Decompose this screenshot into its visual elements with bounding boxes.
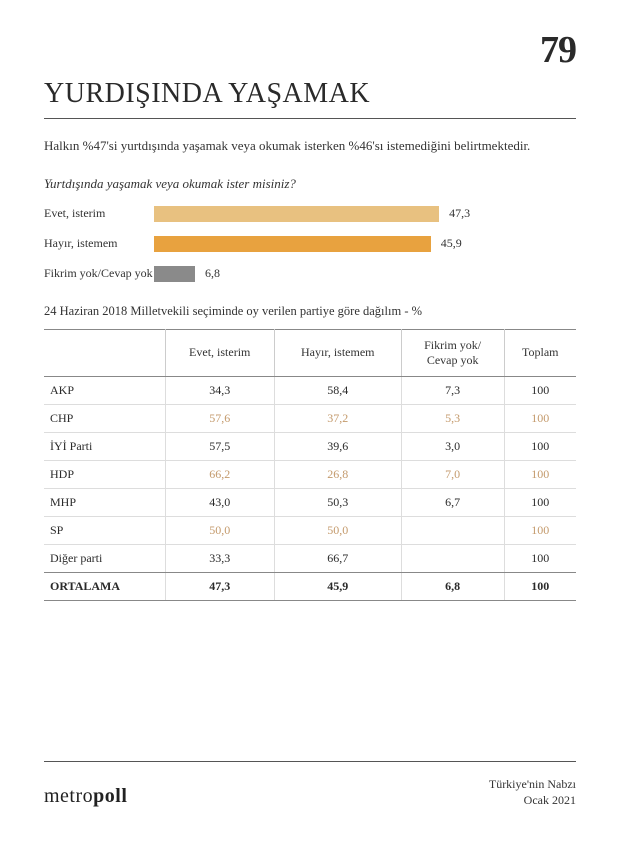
table-cell: 43,0 xyxy=(165,488,274,516)
table-cell: 50,0 xyxy=(165,516,274,544)
table-cell: MHP xyxy=(44,488,165,516)
footer-right: Türkiye'nin Nabzı Ocak 2021 xyxy=(489,776,576,808)
table-cell: 39,6 xyxy=(274,432,401,460)
table-cell: 100 xyxy=(504,544,576,572)
page-title: YURDIŞINDA YAŞAMAK xyxy=(44,78,576,110)
table-cell: 37,2 xyxy=(274,404,401,432)
table-row: AKP34,358,47,3100 xyxy=(44,376,576,404)
bar-fill xyxy=(154,236,431,252)
table-caption: 24 Haziran 2018 Milletvekili seçiminde o… xyxy=(44,304,576,319)
table-row: CHP57,637,25,3100 xyxy=(44,404,576,432)
chart-question: Yurtdışında yaşamak veya okumak ister mi… xyxy=(44,176,576,192)
table-cell: 34,3 xyxy=(165,376,274,404)
table-cell: 3,0 xyxy=(401,432,504,460)
table-cell: 100 xyxy=(504,516,576,544)
table-header-cell: Fikrim yok/ Cevap yok xyxy=(401,329,504,376)
bar-label: Hayır, istemem xyxy=(44,236,154,251)
table-cell xyxy=(401,544,504,572)
table-cell: İYİ Parti xyxy=(44,432,165,460)
page-number: 79 xyxy=(540,28,576,72)
table-header-cell: Evet, isterim xyxy=(165,329,274,376)
table-cell: 6,8 xyxy=(401,572,504,600)
footer-rule xyxy=(44,761,576,762)
table-cell: 100 xyxy=(504,572,576,600)
table-row: MHP43,050,36,7100 xyxy=(44,488,576,516)
table-header-cell: Toplam xyxy=(504,329,576,376)
bar-label: Fikrim yok/Cevap yok xyxy=(44,266,154,281)
bar-row: Evet, isterim 47,3 xyxy=(44,206,576,222)
table-average-row: ORTALAMA47,345,96,8100 xyxy=(44,572,576,600)
bar-label: Evet, isterim xyxy=(44,206,154,221)
table-row: HDP66,226,87,0100 xyxy=(44,460,576,488)
table-cell: HDP xyxy=(44,460,165,488)
table-header-cell: Hayır, istemem xyxy=(274,329,401,376)
table-cell: ORTALAMA xyxy=(44,572,165,600)
footer: metropoll Türkiye'nin Nabzı Ocak 2021 xyxy=(44,776,576,808)
table-cell: SP xyxy=(44,516,165,544)
table-row: SP50,050,0100 xyxy=(44,516,576,544)
bar-row: Fikrim yok/Cevap yok 6,8 xyxy=(44,266,576,282)
brand-light: metro xyxy=(44,785,93,807)
table-cell: 50,3 xyxy=(274,488,401,516)
table-cell: 57,5 xyxy=(165,432,274,460)
table-cell: 6,7 xyxy=(401,488,504,516)
brand-bold: poll xyxy=(93,785,127,807)
table-cell: 66,2 xyxy=(165,460,274,488)
party-table: Evet, isterimHayır, istememFikrim yok/ C… xyxy=(44,329,576,601)
bar-track: 6,8 xyxy=(154,266,576,282)
table-cell: 100 xyxy=(504,488,576,516)
table-cell: 26,8 xyxy=(274,460,401,488)
bar-track: 45,9 xyxy=(154,236,576,252)
footer-line2: Ocak 2021 xyxy=(489,792,576,808)
table-cell xyxy=(401,516,504,544)
table-cell: CHP xyxy=(44,404,165,432)
bar-fill xyxy=(154,206,439,222)
table-header-cell xyxy=(44,329,165,376)
table-cell: Diğer parti xyxy=(44,544,165,572)
bar-track: 47,3 xyxy=(154,206,576,222)
bar-fill xyxy=(154,266,195,282)
table-cell: 7,0 xyxy=(401,460,504,488)
brand-logo: metropoll xyxy=(44,785,127,808)
table-row: İYİ Parti57,539,63,0100 xyxy=(44,432,576,460)
table-cell: 47,3 xyxy=(165,572,274,600)
table-cell: AKP xyxy=(44,376,165,404)
table-cell: 5,3 xyxy=(401,404,504,432)
table-cell: 50,0 xyxy=(274,516,401,544)
table-cell: 66,7 xyxy=(274,544,401,572)
table-cell: 7,3 xyxy=(401,376,504,404)
table-cell: 100 xyxy=(504,460,576,488)
bar-chart: Evet, isterim 47,3 Hayır, istemem 45,9 Fikri… xyxy=(44,206,576,282)
footer-line1: Türkiye'nin Nabzı xyxy=(489,776,576,792)
title-rule xyxy=(44,118,576,119)
table-cell: 100 xyxy=(504,432,576,460)
table-cell: 100 xyxy=(504,376,576,404)
bar-value: 6,8 xyxy=(205,266,220,281)
table-cell: 45,9 xyxy=(274,572,401,600)
table-cell: 33,3 xyxy=(165,544,274,572)
lede-text: Halkın %47'si yurtdışında yaşamak veya o… xyxy=(44,137,576,156)
bar-row: Hayır, istemem 45,9 xyxy=(44,236,576,252)
table-cell: 58,4 xyxy=(274,376,401,404)
table-row: Diğer parti33,366,7 100 xyxy=(44,544,576,572)
table-cell: 100 xyxy=(504,404,576,432)
table-cell: 57,6 xyxy=(165,404,274,432)
bar-value: 47,3 xyxy=(449,206,470,221)
bar-value: 45,9 xyxy=(441,236,462,251)
